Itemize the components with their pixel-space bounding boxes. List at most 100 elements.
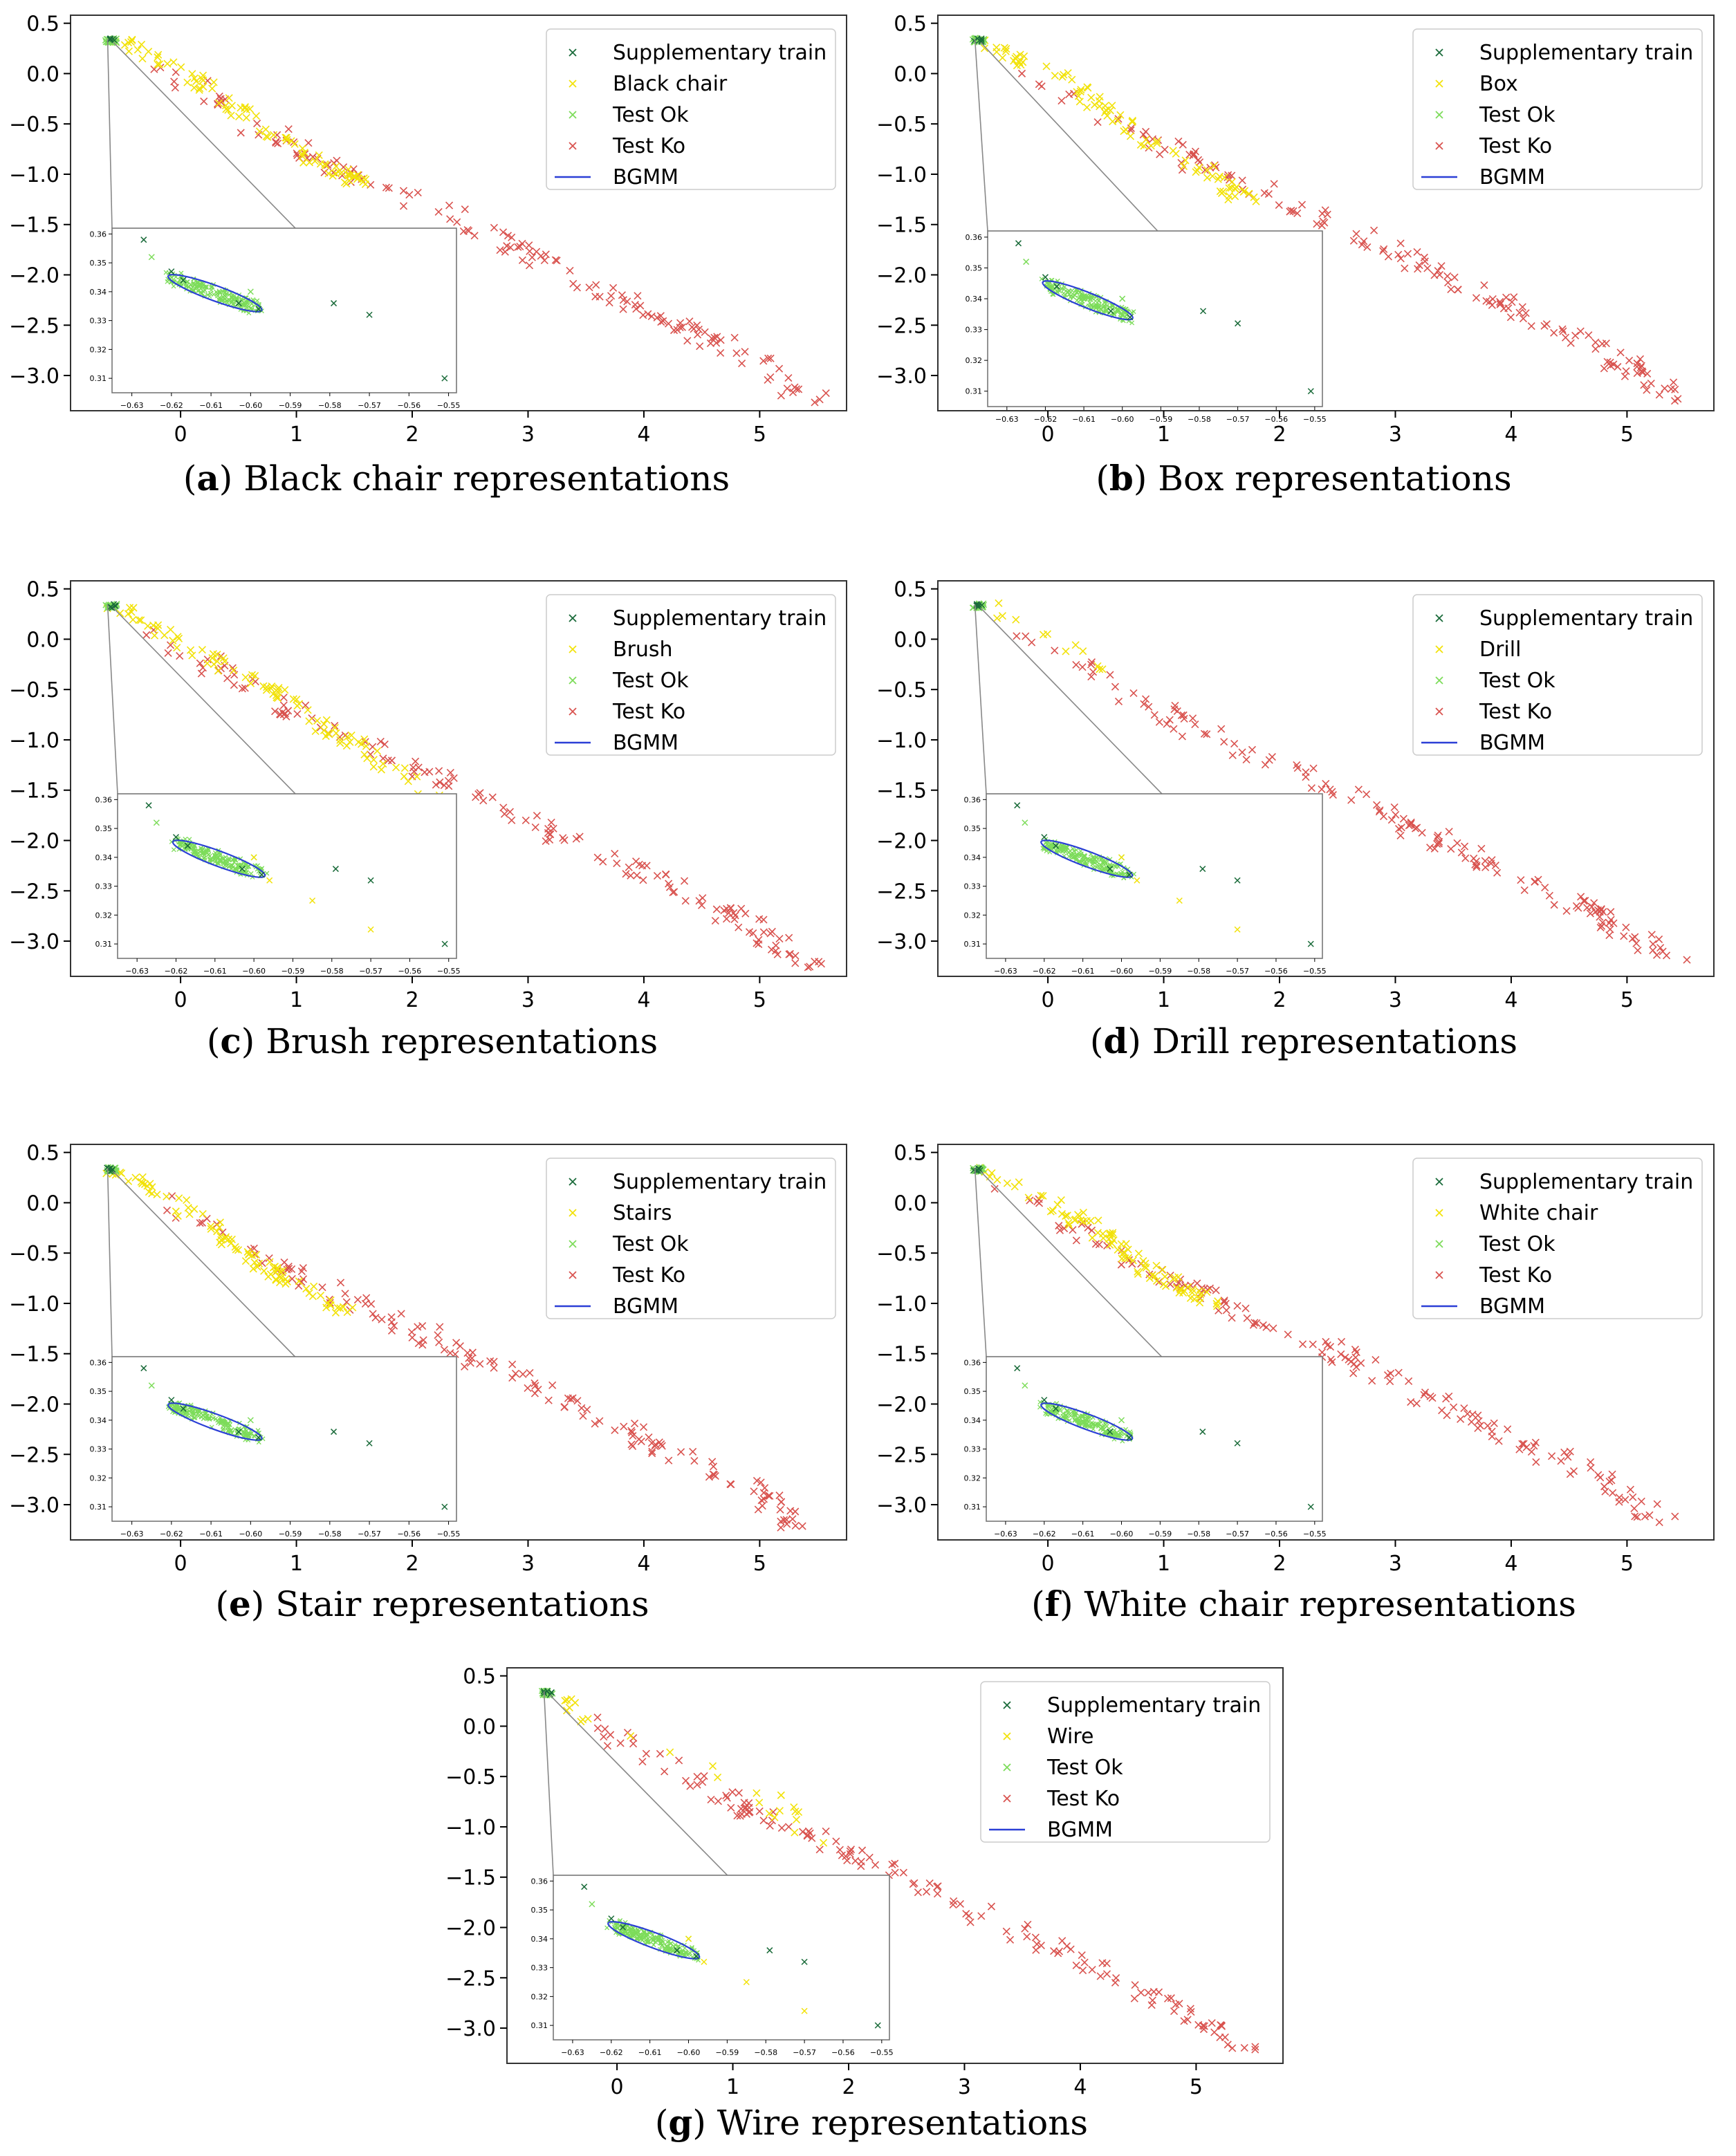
test-ko-point xyxy=(1201,166,1209,174)
object-point xyxy=(1145,1274,1154,1283)
test-ko-point xyxy=(1253,1319,1261,1328)
inset-test-ok-point xyxy=(1078,851,1084,857)
test-ko-point xyxy=(634,292,642,300)
y-tick-label: −1.5 xyxy=(876,779,927,803)
object-point xyxy=(1015,1178,1023,1187)
inset-object-point xyxy=(685,1935,692,1942)
test-ko-point xyxy=(1137,1989,1145,1997)
test-ko-point xyxy=(722,1792,730,1800)
y-tick-label: −3.0 xyxy=(876,364,927,389)
object-point xyxy=(1079,647,1087,656)
object-point xyxy=(1042,62,1051,71)
test-ko-point xyxy=(1351,1353,1360,1362)
test-ko-point xyxy=(1307,784,1315,792)
test-ko-point xyxy=(1212,1286,1220,1294)
test-ko-point xyxy=(1683,956,1691,964)
test-ko-point xyxy=(1394,825,1403,833)
object-point xyxy=(369,756,378,764)
test-ko-point xyxy=(1620,932,1628,940)
test-ko-point xyxy=(525,241,533,250)
inset-test-ok-point xyxy=(666,1938,672,1944)
test-ko-point xyxy=(551,256,560,264)
test-ko-point xyxy=(1520,886,1529,894)
test-ko-point xyxy=(461,1362,469,1371)
test-ko-point xyxy=(1559,327,1567,335)
inset-test-ok-outlier xyxy=(153,819,160,826)
test-ko-point xyxy=(1293,761,1301,769)
inset-test-ok-point xyxy=(1065,289,1071,295)
test-ko-point xyxy=(693,1772,701,1781)
test-ko-point xyxy=(1384,252,1393,261)
test-ko-point xyxy=(784,1823,793,1831)
inset-test-ok-point xyxy=(1046,1403,1051,1409)
inset-test-ok-point xyxy=(1124,312,1129,317)
inset-x-tick-label: −0.55 xyxy=(437,967,461,976)
inset-test-ok-point xyxy=(678,1949,683,1955)
test-ko-point xyxy=(1087,672,1096,681)
test-ko-point xyxy=(600,1733,608,1741)
inset-test-ok-point xyxy=(1064,1413,1069,1418)
test-ko-point xyxy=(308,153,317,161)
object-point xyxy=(167,625,175,634)
object-point xyxy=(343,170,352,178)
test-ko-point xyxy=(1050,1947,1058,1955)
test-ko-point xyxy=(578,1404,586,1412)
test-ko-point xyxy=(1322,779,1330,788)
test-ko-point xyxy=(1238,748,1246,756)
test-ko-point xyxy=(700,1772,708,1781)
object-point xyxy=(1220,173,1228,182)
test-ko-point xyxy=(1647,379,1655,388)
test-ko-point xyxy=(1208,2019,1216,2027)
object-point xyxy=(160,631,169,640)
test-ko-point xyxy=(361,1299,369,1308)
test-ko-point xyxy=(1522,309,1530,317)
test-ko-point xyxy=(1399,815,1407,823)
inset-test-ok-point xyxy=(1044,1412,1050,1417)
object-point xyxy=(154,60,162,68)
object-point xyxy=(175,1194,183,1202)
object-point xyxy=(765,1810,773,1818)
test-ko-point xyxy=(1117,1261,1125,1269)
inset-test-ok-point xyxy=(667,1945,673,1951)
legend-marker xyxy=(1435,707,1443,716)
object-point xyxy=(177,63,185,71)
inset-test-ok-point xyxy=(1073,857,1079,862)
test-ko-point xyxy=(1461,842,1469,851)
legend-label: Test Ok xyxy=(1479,669,1555,693)
test-ko-point xyxy=(1406,821,1414,829)
object-point xyxy=(1058,1210,1066,1218)
test-ko-point xyxy=(560,1403,569,1411)
test-ko-point xyxy=(1457,848,1466,857)
inset-x-tick-label: −0.55 xyxy=(1303,967,1327,976)
object-point xyxy=(1057,1196,1065,1205)
inset-y-tick-label: 0.35 xyxy=(90,259,107,268)
test-ko-point xyxy=(1444,279,1452,287)
inset-frame xyxy=(553,1875,890,2041)
test-ko-point xyxy=(1550,901,1558,909)
zoom-connector xyxy=(974,1168,987,1357)
inset-supp-point xyxy=(620,1924,627,1931)
test-ko-point xyxy=(575,833,584,841)
object-point xyxy=(794,1808,803,1816)
inset-test-ok-point xyxy=(165,279,170,284)
test-ko-point xyxy=(766,373,775,381)
chart-e: 0 1 2 3 4 50.50.0−0.5−1.0−1.5−2.0−2.5−3.0−0.6… xyxy=(9,1142,847,1576)
object-point xyxy=(185,1210,194,1218)
inset-test-ok-point xyxy=(199,851,205,856)
test-ko-point xyxy=(933,1883,941,1891)
inset-x-tick-label: −0.56 xyxy=(1264,967,1288,976)
object-point xyxy=(234,1246,243,1254)
object-point xyxy=(320,726,329,734)
inset-test-ok-point xyxy=(1121,872,1127,877)
legend-marker xyxy=(1435,80,1443,88)
test-ko-point xyxy=(811,398,819,407)
test-ko-point xyxy=(766,1821,774,1830)
y-tick-label: −3.0 xyxy=(9,364,59,389)
inset-test-ok-point xyxy=(206,1415,212,1420)
object-point xyxy=(379,760,387,768)
supp-point xyxy=(979,602,986,608)
test-ko-point xyxy=(1114,697,1123,705)
test-ko-point xyxy=(1545,891,1553,900)
test-ko-point xyxy=(1260,189,1268,197)
